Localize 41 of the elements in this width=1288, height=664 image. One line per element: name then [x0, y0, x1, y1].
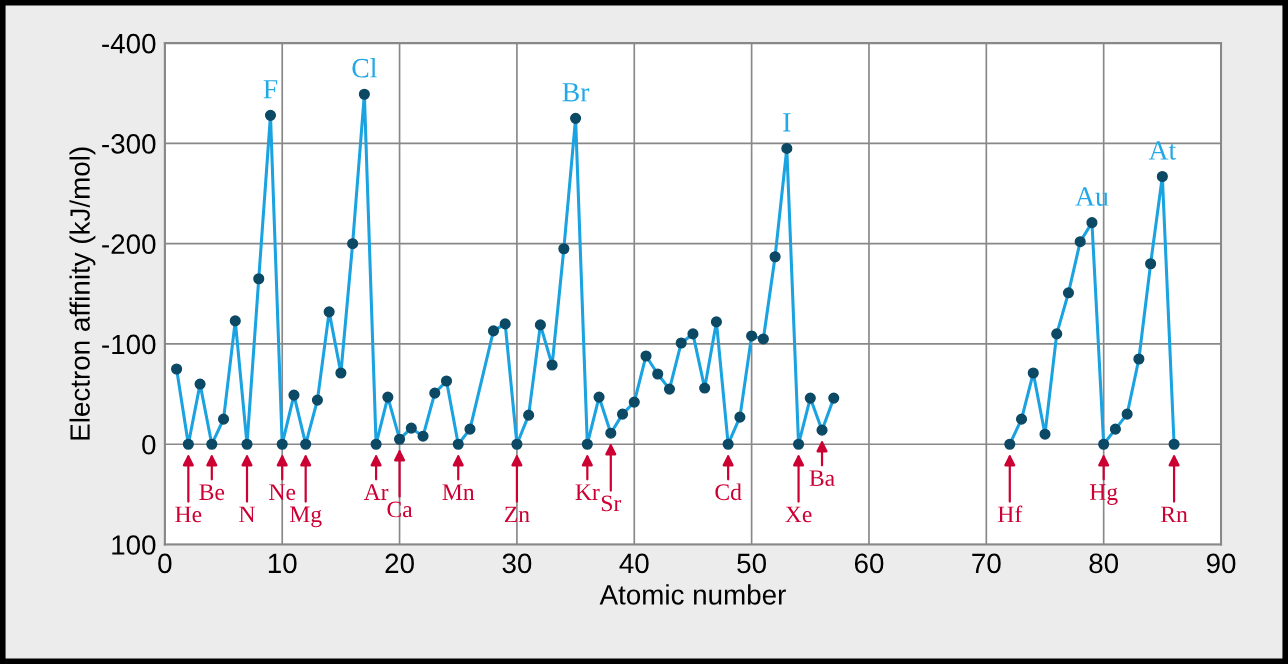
x-tick-label: 90 — [1206, 553, 1236, 574]
annotation: Ne — [269, 484, 296, 501]
annotation: Sr — [601, 495, 622, 512]
x-tick-label: 0 — [158, 553, 172, 574]
y-axis-title: Electron affinity (kJ/mol) — [69, 147, 96, 440]
annotation: Xe — [785, 506, 812, 523]
x-tick-label: 10 — [268, 553, 297, 574]
annotation: At — [1148, 141, 1177, 160]
x-tick-label: 50 — [737, 553, 766, 574]
annotation: Cl — [352, 57, 377, 78]
annotation: Mn — [442, 484, 475, 500]
x-tick-label: 70 — [972, 553, 1001, 574]
annotation: He — [175, 506, 202, 523]
y-tick-label: -400 — [102, 33, 156, 54]
annotation: Br — [562, 83, 590, 102]
annotation: Ar — [363, 484, 389, 500]
y-tick-label: -100 — [102, 334, 156, 355]
annotation: Be — [199, 484, 225, 501]
annotation: Ca — [387, 501, 413, 518]
annotation: F — [263, 80, 278, 99]
annotation: Kr — [575, 484, 600, 500]
x-tick-label: 40 — [619, 553, 649, 574]
x-tick-label: 20 — [385, 553, 414, 574]
annotation: Mg — [289, 506, 322, 528]
x-tick-label: 80 — [1089, 553, 1119, 574]
annotation: Hg — [1089, 484, 1118, 505]
annotation: N — [239, 506, 255, 523]
annotation: Rn — [1160, 506, 1188, 523]
annotation: Cd — [715, 483, 742, 501]
annotation: Au — [1075, 187, 1109, 206]
y-tick-label: -200 — [102, 234, 156, 255]
y-tick-label: 0 — [142, 434, 156, 455]
x-axis-title: Atomic number — [599, 584, 786, 605]
x-tick-label: 30 — [502, 553, 532, 574]
annotation: Ba — [809, 470, 835, 487]
y-tick-label: 100 — [112, 535, 156, 555]
y-tick-label: -300 — [102, 134, 156, 154]
x-tick-label: 60 — [854, 553, 884, 574]
annotation: Zn — [504, 506, 530, 523]
annotation: Hf — [998, 505, 1023, 523]
annotation: I — [783, 113, 791, 132]
